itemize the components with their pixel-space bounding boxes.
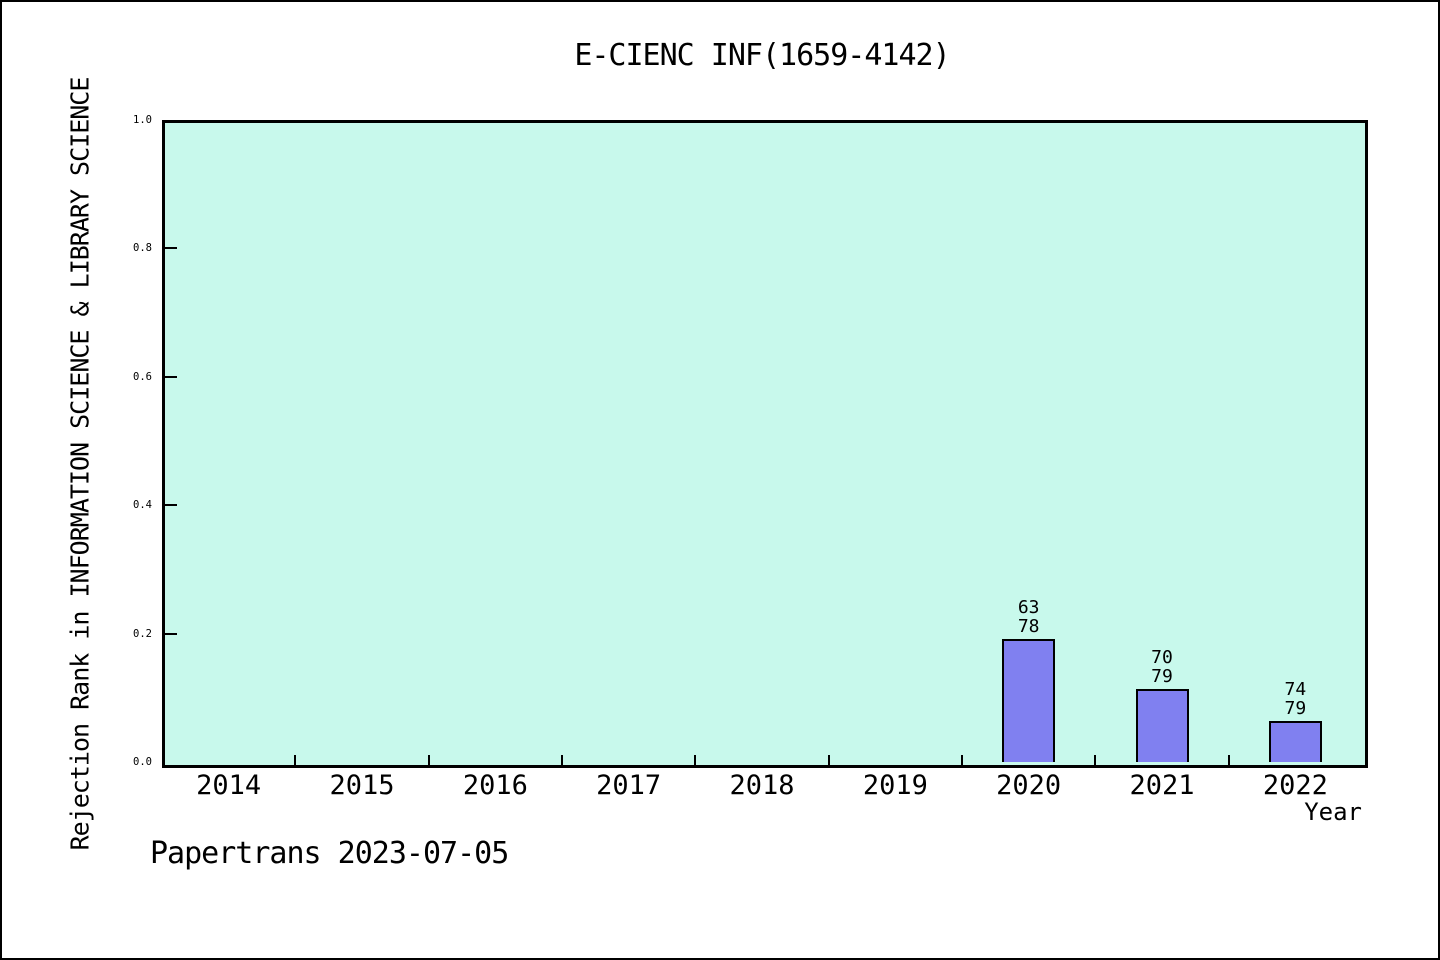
y-tick-mark bbox=[165, 375, 177, 378]
y-tick-label: 0.8 bbox=[133, 242, 152, 255]
bar bbox=[1002, 638, 1056, 762]
bar-value-label: 74 79 bbox=[1228, 680, 1362, 718]
x-category-label: 2021 bbox=[1129, 770, 1195, 801]
x-tick-mark bbox=[694, 755, 697, 765]
y-tick-label: 0.2 bbox=[133, 627, 152, 640]
x-tick-mark bbox=[1094, 755, 1097, 765]
x-axis-label: Year bbox=[1304, 798, 1362, 826]
x-category-label: 2022 bbox=[1262, 770, 1328, 801]
x-tick-mark bbox=[294, 755, 297, 765]
bar-value-line: 74 bbox=[1284, 679, 1307, 701]
bar-value-line: 63 bbox=[1017, 596, 1040, 618]
bar-value-label: 70 79 bbox=[1095, 648, 1229, 686]
bar-value-line: 78 bbox=[1017, 615, 1040, 637]
y-tick-label: 0.6 bbox=[133, 370, 152, 383]
bar-value-line: 79 bbox=[1284, 698, 1307, 720]
watermark-credit: Papertrans 2023-07-05 bbox=[150, 836, 509, 871]
x-tick-mark bbox=[961, 755, 963, 765]
x-category-label: 2016 bbox=[462, 770, 528, 801]
x-category-label: 2020 bbox=[996, 770, 1062, 801]
y-tick-mark bbox=[165, 247, 177, 250]
x-category-label: 2015 bbox=[329, 770, 395, 801]
x-tick-mark bbox=[427, 755, 430, 765]
x-tick-mark bbox=[561, 755, 563, 765]
x-category-label: 2017 bbox=[596, 770, 662, 801]
x-category-label: 2018 bbox=[729, 770, 795, 801]
bar-value-line: 79 bbox=[1151, 665, 1173, 687]
x-category-label: 2019 bbox=[862, 770, 928, 801]
bar-value-label: 63 78 bbox=[962, 598, 1096, 636]
y-tick-label: 1.0 bbox=[133, 114, 152, 126]
bar-value-line: 70 bbox=[1151, 646, 1173, 668]
bar bbox=[1268, 721, 1322, 762]
x-tick-mark bbox=[827, 755, 830, 765]
plot-area bbox=[162, 120, 1368, 768]
chart-title: E-CIENC INF(1659-4142) bbox=[574, 38, 950, 73]
y-axis-label: Rejection Rank in INFORMATION SCIENCE & … bbox=[65, 77, 95, 851]
bar bbox=[1135, 688, 1189, 762]
y-tick-mark bbox=[165, 504, 177, 507]
y-tick-label: 0.0 bbox=[133, 756, 152, 768]
x-tick-mark bbox=[1227, 755, 1230, 765]
y-tick-mark bbox=[165, 632, 177, 635]
x-category-label: 2014 bbox=[196, 770, 262, 801]
y-tick-label: 0.4 bbox=[133, 499, 152, 512]
